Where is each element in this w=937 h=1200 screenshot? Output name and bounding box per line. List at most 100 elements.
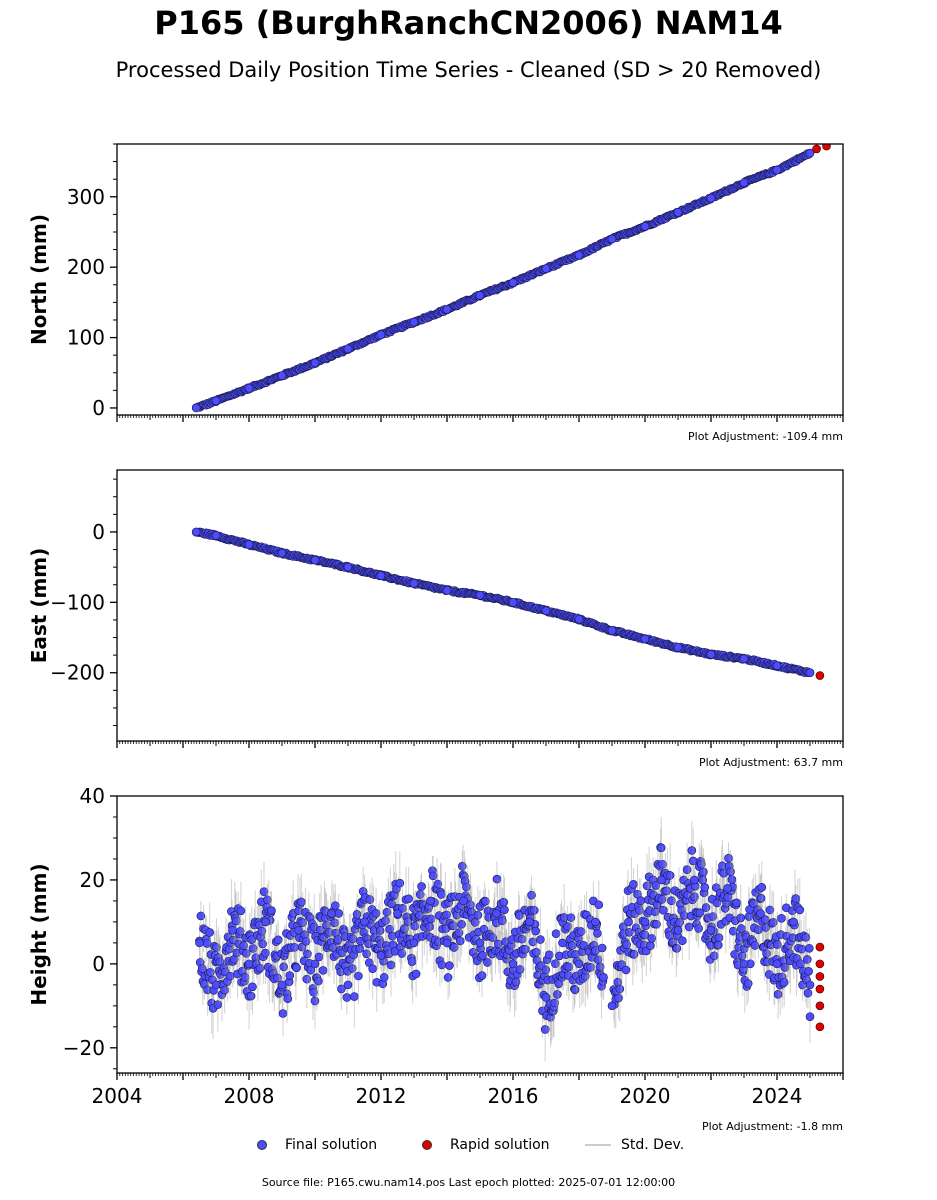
final-solution-point xyxy=(285,971,295,980)
final-solution-point xyxy=(566,913,576,922)
final-solution-point xyxy=(525,917,534,927)
final-solution-point xyxy=(342,993,352,1002)
final-solution-point xyxy=(802,955,812,964)
final-solution-point xyxy=(258,939,267,949)
legend-item-std: Std. Dev. xyxy=(585,1137,684,1153)
final-solution-point xyxy=(310,358,320,368)
final-solution-point xyxy=(599,972,608,982)
final-solution-point xyxy=(442,910,451,920)
final-solution-point xyxy=(365,895,375,904)
legend-item-rapid: Rapid solution xyxy=(422,1137,550,1153)
final-solution-point xyxy=(379,973,389,982)
final-solution-point xyxy=(658,859,667,869)
final-solution-point xyxy=(595,962,605,972)
final-solution-point xyxy=(769,918,778,927)
final-solution-point xyxy=(462,882,471,892)
final-solution-point xyxy=(457,920,466,929)
final-solution-point xyxy=(701,903,711,912)
final-solution-point xyxy=(801,933,811,942)
final-solution-point xyxy=(240,972,250,982)
final-solution-point xyxy=(310,555,320,565)
final-solution-point xyxy=(236,906,246,916)
final-solution-point xyxy=(215,957,225,967)
rapid-solution-point xyxy=(815,942,825,952)
rapid-solution-point xyxy=(815,1001,825,1011)
north-axis-label: North (mm) xyxy=(27,214,51,345)
final-solution-point xyxy=(754,925,763,935)
final-solution-point xyxy=(244,383,254,393)
y-tick-label: 0 xyxy=(92,952,105,976)
final-solution-point xyxy=(607,626,617,635)
final-solution-point xyxy=(279,962,289,972)
final-solution-point xyxy=(436,890,446,899)
final-solution-point xyxy=(382,907,392,917)
final-solution-point xyxy=(568,941,577,950)
final-solution-point xyxy=(678,936,687,946)
final-solution-point xyxy=(242,949,251,958)
final-solution-point xyxy=(206,967,215,977)
final-solution-point xyxy=(647,934,657,943)
final-solution-point xyxy=(574,250,584,260)
final-solution-point xyxy=(642,881,652,891)
final-solution-point xyxy=(261,948,270,958)
final-solution-point xyxy=(659,905,668,915)
final-solution-point xyxy=(211,396,221,406)
final-solution-point xyxy=(508,598,518,607)
final-solution-point xyxy=(477,971,487,980)
final-solution-point xyxy=(371,909,381,918)
final-solution-point xyxy=(301,936,311,946)
final-solution-point xyxy=(191,527,201,537)
final-solution-point xyxy=(706,650,716,659)
final-solution-point xyxy=(310,996,320,1006)
final-solution-point xyxy=(732,898,741,908)
final-solution-point xyxy=(442,938,452,948)
final-solution-point xyxy=(682,865,692,875)
final-solution-point xyxy=(397,949,407,958)
chart-subtitle: Processed Daily Position Time Series - C… xyxy=(115,58,822,82)
final-solution-point xyxy=(779,978,789,987)
final-solution-point xyxy=(805,668,815,678)
final-solution-point xyxy=(795,905,805,915)
final-solution-point xyxy=(362,949,371,959)
final-solution-point xyxy=(196,911,206,921)
final-solution-point xyxy=(726,867,735,876)
rapid-solution-point xyxy=(815,984,825,994)
final-solution-point xyxy=(614,993,623,1003)
final-solution-point xyxy=(403,917,413,926)
final-solution-point xyxy=(651,881,661,890)
final-solution-point xyxy=(273,973,282,983)
final-solution-point xyxy=(302,974,312,984)
final-solution-point xyxy=(672,944,682,953)
final-solution-point xyxy=(662,886,672,896)
final-solution-point xyxy=(700,883,710,892)
final-solution-point xyxy=(415,911,424,920)
final-solution-point xyxy=(558,938,567,948)
final-solution-point xyxy=(576,927,586,936)
final-solution-point xyxy=(449,943,459,952)
final-solution-point xyxy=(488,933,498,942)
final-solution-point xyxy=(541,264,551,273)
final-solution-point xyxy=(607,234,617,244)
final-solution-point xyxy=(331,901,340,910)
final-solution-point xyxy=(657,895,667,904)
final-solution-point xyxy=(425,922,435,931)
final-solution-point xyxy=(328,943,337,952)
final-solution-point xyxy=(640,917,650,927)
y-tick-label: 0 xyxy=(92,396,105,420)
final-solution-point xyxy=(706,193,716,203)
final-solution-point xyxy=(756,909,765,918)
final-solution-point xyxy=(398,903,407,913)
final-solution-point xyxy=(475,590,485,600)
final-solution-point xyxy=(248,982,257,992)
final-solution-marker-icon xyxy=(257,1140,267,1150)
final-solution-point xyxy=(665,871,675,880)
final-solution-point xyxy=(314,976,323,986)
final-solution-point xyxy=(393,909,402,918)
final-solution-point xyxy=(540,1025,550,1034)
final-solution-point xyxy=(773,940,782,949)
final-solution-point xyxy=(327,909,336,918)
final-solution-point xyxy=(791,894,801,903)
final-solution-point xyxy=(278,1009,288,1018)
final-solution-point xyxy=(805,1012,815,1021)
std-dev-line-icon xyxy=(585,1144,611,1146)
